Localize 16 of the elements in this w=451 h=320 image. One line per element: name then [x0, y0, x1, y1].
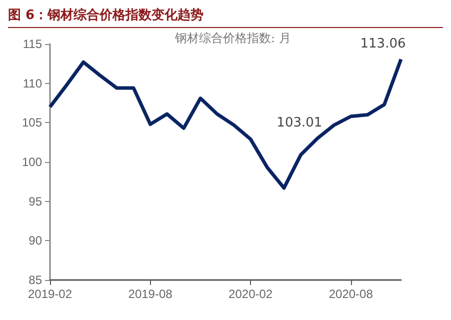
line-series — [48, 58, 403, 190]
y-tick-label: 85 — [28, 273, 42, 287]
y-tick-label: 110 — [22, 76, 42, 90]
y-tick-label: 100 — [22, 155, 42, 169]
data-label: 113.06 — [360, 36, 406, 52]
x-tick-label: 2019-02 — [28, 287, 72, 301]
x-tick-label: 2020-02 — [228, 287, 273, 301]
y-tick-label: 115 — [22, 37, 42, 51]
x-tick-label: 2019-08 — [128, 287, 173, 301]
y-tick-label: 90 — [28, 234, 42, 248]
data-label: 103.01 — [276, 115, 322, 130]
text: 钢材综合价格指数: 月 — [174, 31, 291, 45]
chart-title: 图 6：钢材综合价格指数变化趋势 — [8, 6, 443, 28]
y-tick-label: 95 — [28, 194, 42, 208]
x-tick-label: 2020-08 — [328, 287, 374, 301]
y-tick-label: 105 — [22, 116, 42, 130]
